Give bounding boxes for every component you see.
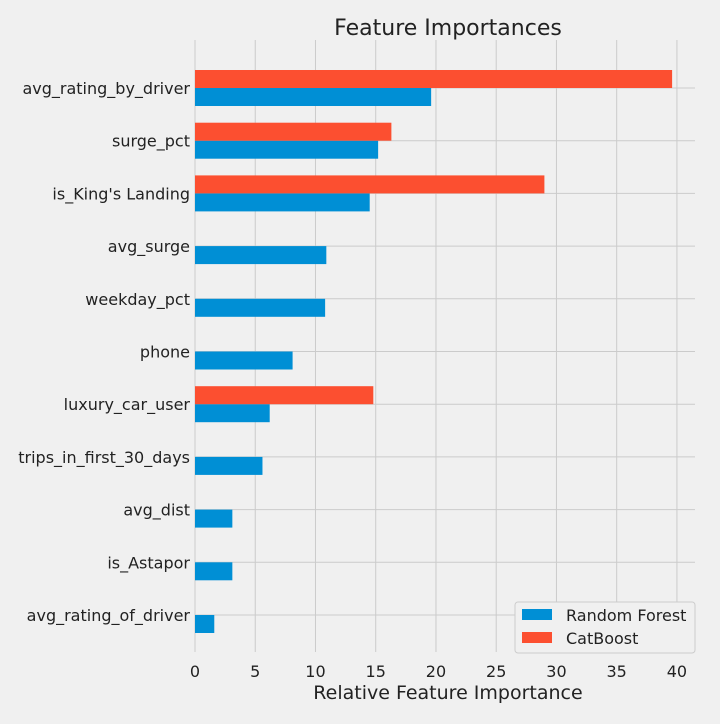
bar-random-forest-is-king-s-landing <box>195 193 370 212</box>
x-tick-label: 10 <box>305 662 325 681</box>
x-tick-label: 25 <box>486 662 506 681</box>
y-tick-label: avg_rating_of_driver <box>27 606 191 626</box>
x-tick-label: 5 <box>250 662 260 681</box>
bar-catboost-is-king-s-landing <box>195 175 545 194</box>
x-tick-label: 30 <box>546 662 566 681</box>
y-tick-label: surge_pct <box>112 132 190 152</box>
bar-catboost-surge-pct <box>195 122 392 141</box>
y-tick-label: luxury_car_user <box>64 395 191 415</box>
y-tick-label: phone <box>140 343 190 362</box>
legend-swatch-catboost <box>522 632 552 643</box>
bar-random-forest-is-astapor <box>195 562 233 581</box>
bar-random-forest-weekday-pct <box>195 298 326 317</box>
x-tick-label: 35 <box>607 662 627 681</box>
x-tick-labels: 0 5 10 15 20 25 30 35 40 <box>190 662 687 681</box>
y-tick-labels: avg_rating_by_driver surge_pct is_King's L… <box>18 79 190 626</box>
x-tick-label: 0 <box>190 662 200 681</box>
y-tick-label: is_King's Landing <box>52 184 190 204</box>
bars <box>195 70 673 633</box>
legend-label-catboost: CatBoost <box>566 629 638 648</box>
chart-title: Feature Importances <box>334 16 562 41</box>
x-tick-label: 20 <box>426 662 446 681</box>
bar-random-forest-avg-dist <box>195 509 233 528</box>
bar-random-forest-avg-rating-of-driver <box>195 615 215 633</box>
bar-catboost-avg-rating-by-driver <box>195 70 673 88</box>
y-tick-label: is_Astapor <box>107 553 190 573</box>
bar-random-forest-trips-in-first-30-days <box>195 456 263 475</box>
bar-random-forest-luxury-car-user <box>195 404 270 423</box>
bar-catboost-luxury-car-user <box>195 386 374 405</box>
bar-random-forest-surge-pct <box>195 140 379 159</box>
legend-box <box>514 601 696 654</box>
y-tick-label: avg_dist <box>123 501 190 521</box>
bar-random-forest-avg-rating-by-driver <box>195 88 432 106</box>
y-tick-label: avg_surge <box>108 237 190 257</box>
legend-swatch-random-forest <box>522 609 552 620</box>
y-tick-label: avg_rating_by_driver <box>22 79 190 99</box>
y-tick-label: weekday_pct <box>85 290 190 310</box>
x-axis-label: Relative Feature Importance <box>313 682 582 704</box>
bar-random-forest-avg-surge <box>195 246 327 265</box>
legend-label-random-forest: Random Forest <box>566 606 686 625</box>
x-tick-label: 40 <box>667 662 687 681</box>
x-tick-label: 15 <box>366 662 386 681</box>
legend: Random Forest CatBoost <box>514 601 696 654</box>
bar-random-forest-phone <box>195 351 293 370</box>
y-tick-label: trips_in_first_30_days <box>18 448 190 468</box>
